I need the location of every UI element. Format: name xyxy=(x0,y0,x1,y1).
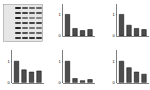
svg-text:1: 1 xyxy=(58,59,61,64)
svg-text:0: 0 xyxy=(58,33,61,38)
svg-text:0: 0 xyxy=(112,80,115,85)
svg-text:1: 1 xyxy=(7,59,10,64)
svg-text:1: 1 xyxy=(112,59,115,64)
svg-text:0: 0 xyxy=(58,80,61,85)
svg-text:1: 1 xyxy=(112,12,115,17)
svg-text:0: 0 xyxy=(112,33,115,38)
svg-text:1: 1 xyxy=(58,12,61,17)
svg-text:0: 0 xyxy=(7,80,10,85)
